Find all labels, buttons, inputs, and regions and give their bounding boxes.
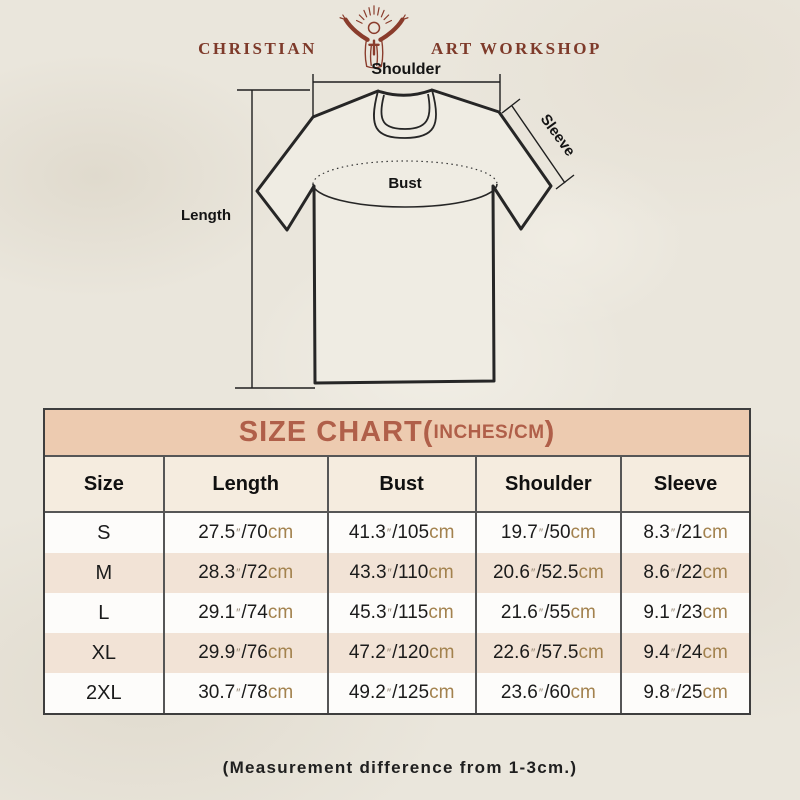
measurement-cell: 45.3 ″/115 cm xyxy=(329,593,477,633)
column-header-length: Length xyxy=(165,457,329,511)
measurement-cell: 43.3 ″/110 cm xyxy=(329,553,477,593)
measurement-lines xyxy=(235,74,575,389)
measurement-cell: 8.3 ″/21 cm xyxy=(643,522,728,543)
measurement-cell: 29.1 ″/74 cm xyxy=(165,593,329,633)
measurement-cell: 47.2 ″/120 cm xyxy=(329,633,477,673)
measurement-cell: 9.4 ″/24 cm xyxy=(643,642,728,663)
measurement-cell: 27.5 ″/70 cm xyxy=(165,513,329,553)
measurement-cell: 49.2 ″/125 cm xyxy=(329,673,477,713)
brand-name-left: CHRISTIAN xyxy=(198,39,317,58)
collar-back-line xyxy=(377,88,433,97)
size-table-body: S 27.5 ″/70 cm 41.3 ″/105 cm 19.7 ″/50 cm 8.3 ″/21 c… xyxy=(45,513,749,713)
table-row-s: S 27.5 ″/70 cm 41.3 ″/105 cm 19.7 ″/50 cm 8.3 ″/21 c… xyxy=(45,513,749,553)
size-chart-title: SIZE CHART xyxy=(238,416,423,448)
column-header-sleeve: Sleeve xyxy=(653,472,718,495)
size-label: XL xyxy=(45,633,165,673)
size-label: L xyxy=(45,593,165,633)
sleeve-measure-line xyxy=(511,105,566,184)
collar xyxy=(373,89,437,139)
brand-logo: CHRISTIAN xyxy=(0,4,800,70)
table-row-2xl: 2XL 30.7 ″/78 cm 49.2 ″/125 cm 23.6 ″/60 cm 9.8 ″/2… xyxy=(45,673,749,713)
bust-ellipse-bottom xyxy=(312,183,498,208)
measurement-note: (Measurement difference from 1-3cm.) xyxy=(222,758,578,777)
measurement-cell: 23.6 ″/60 cm xyxy=(477,673,623,713)
bust-label: Bust xyxy=(388,175,421,192)
measurement-cell: 8.6 ″/22 cm xyxy=(643,562,728,583)
units-close-paren: ) xyxy=(544,416,556,448)
jesus-open-arms-icon xyxy=(339,5,409,69)
tshirt-outline xyxy=(255,88,553,385)
measurement-cell: 21.6 ″/55 cm xyxy=(477,593,623,633)
tshirt-fill xyxy=(257,90,551,383)
measurement-cell: 29.9 ″/76 cm xyxy=(165,633,329,673)
column-header-bust: Bust xyxy=(329,457,477,511)
measurement-cell: 30.7 ″/78 cm xyxy=(165,673,329,713)
measurement-cell: 9.1 ″/23 cm xyxy=(643,602,728,623)
bust-ellipse-top xyxy=(312,160,498,185)
table-row-l: L 29.1 ″/74 cm 45.3 ″/115 cm 21.6 ″/55 cm 9.1 ″/23 c… xyxy=(45,593,749,633)
size-chart-units: INCHES/CM xyxy=(433,421,545,443)
table-row-m: M 28.3 ″/72 cm 43.3 ″/110 cm 20.6 ″/52.5 cm 8.6 ″/2… xyxy=(45,553,749,593)
column-header-size: Size xyxy=(45,457,165,511)
measurement-cell: 22.6 ″/57.5 cm xyxy=(477,633,623,673)
measurement-cell: 41.3 ″/105 cm xyxy=(329,513,477,553)
size-chart-title-band: SIZE CHART(INCHES/CM) xyxy=(45,410,749,457)
figure-robe xyxy=(364,37,384,69)
brand-name-right: ART WORKSHOP xyxy=(430,39,602,58)
length-label: Length xyxy=(181,207,231,224)
measurement-cell: 20.6 ″/52.5 cm xyxy=(477,553,623,593)
size-label: S xyxy=(45,513,165,553)
table-row-xl: XL 29.9 ″/76 cm 47.2 ″/120 cm 22.6 ″/57.5 cm 9.4 ″ /… xyxy=(45,633,749,673)
bust-label-backing xyxy=(383,172,427,192)
shoulder-label: Shoulder xyxy=(371,61,440,78)
measurement-cell: 19.7 ″/50 cm xyxy=(477,513,623,553)
measurement-cell: 28.3 ″/72 cm xyxy=(165,553,329,593)
size-label: M xyxy=(45,553,165,593)
halo-rays xyxy=(355,5,392,24)
tshirt-measurement-diagram: Shoulder Length Bust Sleeve xyxy=(181,61,578,389)
size-label: 2XL xyxy=(45,673,165,713)
figure-head xyxy=(367,21,381,35)
units-open-paren: ( xyxy=(422,416,434,448)
column-header-shoulder: Shoulder xyxy=(477,457,623,511)
size-table-header-row: Size Length Bust Shoulder Sleeve xyxy=(45,457,749,513)
cross-icon xyxy=(368,39,380,56)
size-chart-table: SIZE CHART(INCHES/CM) Size Length Bust Shou… xyxy=(43,408,751,715)
measurement-cell: 9.8 ″/25 cm xyxy=(643,682,728,703)
